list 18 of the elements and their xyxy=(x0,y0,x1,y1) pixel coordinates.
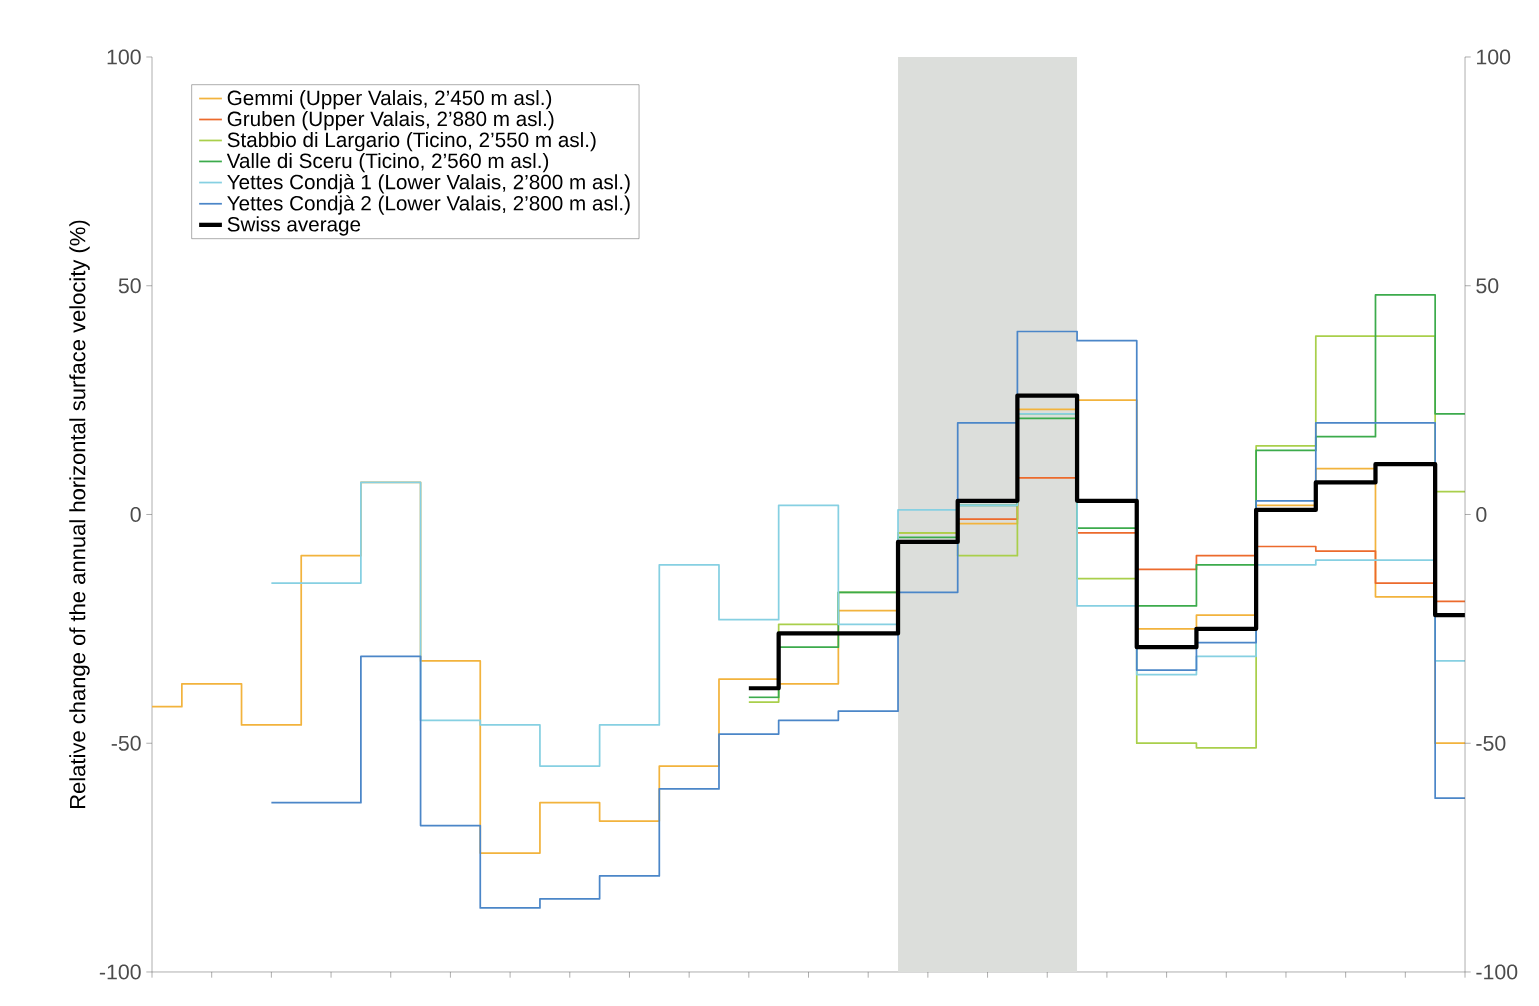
y2-tick-label: 0 xyxy=(1476,506,1487,523)
legend-label: Swiss average xyxy=(227,216,361,236)
y2-tick-label: -100 xyxy=(1476,964,1518,980)
legend-label: Valle di Sceru (Ticino, 2’560 m asl.) xyxy=(226,152,549,173)
y-axis-title: Relative change of the annual horizontal surface velocity (%) xyxy=(69,220,90,809)
legend-label: Gemmi (Upper Valais, 2’450 m asl.) xyxy=(227,90,552,110)
y2-tick-label: -50 xyxy=(1476,735,1506,751)
legend-label: Stabbio di Largario (Ticino, 2’550 m asl.) xyxy=(227,131,596,152)
legend-label: Yettes Condjà 2 (Lower Valais, 2’800 m asl.) xyxy=(227,195,630,215)
y-tick-label: 0 xyxy=(130,506,141,523)
legend-label: Yettes Condjà 1 (Lower Valais, 2’800 m asl.) xyxy=(227,173,630,194)
y-tick-label: 100 xyxy=(107,49,141,65)
y-tick-label: -50 xyxy=(111,735,141,751)
y2-tick-label: 50 xyxy=(1476,278,1499,294)
y-tick-label: -100 xyxy=(99,964,141,980)
y2-tick-label: 100 xyxy=(1477,49,1511,65)
legend-label: Gruben (Upper Valais, 2’880 m asl.) xyxy=(227,111,554,131)
y-tick-label: 50 xyxy=(118,278,141,294)
